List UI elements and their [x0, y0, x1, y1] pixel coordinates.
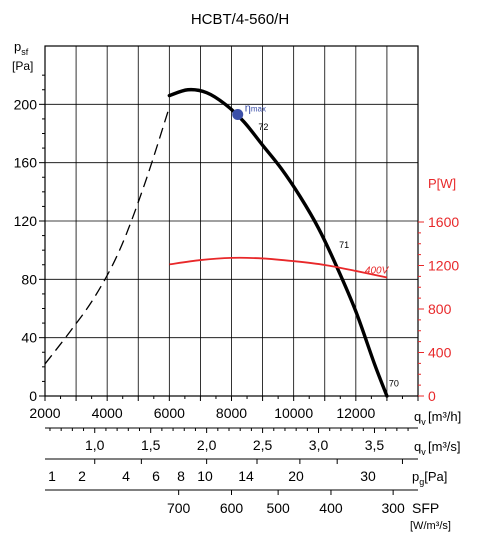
right-axis-tick-label: 800 — [428, 301, 452, 317]
left-axis-tick-label: 0 — [29, 388, 37, 404]
left-axis-tick-label: 120 — [14, 213, 38, 229]
m3s-axis-label: qv [m³/s] — [414, 439, 461, 457]
right-axis-tick-label: 400 — [428, 345, 452, 361]
pg-axis-tick-label: 20 — [288, 468, 304, 484]
left-axis-label: psf [Pa] — [12, 39, 33, 73]
left-axis-tick-label: 40 — [21, 330, 37, 346]
pg-axis-tick-label: 4 — [122, 468, 130, 484]
pg-axis-label-main: p — [412, 469, 419, 484]
svg-text:psf: psf — [14, 39, 29, 57]
left-axis-label-main: p — [14, 39, 21, 54]
m3s-axis-label-main: q — [414, 439, 421, 454]
x-axis-tick-label: 6000 — [154, 405, 185, 421]
pg-axis-tick-label: 10 — [197, 468, 213, 484]
m3s-axis-label-sub: v — [421, 447, 426, 457]
series-layer: 400V — [44, 87, 390, 398]
point-label: 72 — [258, 122, 268, 132]
pg-axis-tick-label: 14 — [238, 468, 254, 484]
pg-axis-label: pg[Pa] — [412, 469, 447, 487]
sfp-axis-tick-label: 300 — [381, 500, 405, 516]
sfp-axis-tick-label: 700 — [167, 500, 191, 516]
point-label: 71 — [339, 240, 349, 250]
left-axis-tick-label: 160 — [14, 155, 38, 171]
grid — [44, 45, 419, 397]
right-axis-ticks: 0 400 800 1200 1600 — [418, 214, 459, 404]
x-axis-tick-label: 2000 — [29, 405, 60, 421]
sfp-axis-unit: [W/m³/s] — [410, 520, 451, 532]
sfp-axis-tick-label: 600 — [220, 500, 244, 516]
left-axis-ticks: 0 40 80 120 160 200 — [14, 74, 45, 404]
x-axis-label: qv [m³/h] — [414, 409, 461, 427]
svg-text:qv: qv — [414, 409, 426, 427]
left-axis-tick-label: 200 — [14, 96, 38, 112]
efficiency-max-label: ηmax — [245, 103, 266, 115]
bottom-axes: 2000 4000 6000 8000 10000 12000 1,0 1,5 2,0 2,5 3,… — [29, 396, 419, 516]
marker-layer: ηmax 72 71 70 — [232, 103, 399, 389]
m3s-axis-tick-label: 3,0 — [309, 437, 329, 453]
m3s-axis-tick-label: 2,5 — [253, 437, 273, 453]
pg-axis-unit: [Pa] — [424, 469, 447, 484]
pg-axis-label-sub: g — [419, 477, 424, 487]
svg-text:pg[Pa]: pg[Pa] — [412, 469, 447, 487]
x-axis-tick-label: 8000 — [216, 405, 247, 421]
pg-axis-tick-label: 2 — [78, 468, 86, 484]
m3s-axis-tick-label: 2,0 — [197, 437, 217, 453]
svg-text:qv: qv — [414, 439, 426, 457]
pg-axis-tick-label: 1 — [48, 468, 56, 484]
left-axis-unit: [Pa] — [12, 59, 33, 73]
series-line-power — [169, 256, 388, 279]
right-axis-tick-label: 1200 — [428, 258, 459, 274]
x-axis-tick-label: 12000 — [336, 405, 375, 421]
m3s-axis-unit: [m³/s] — [428, 439, 461, 454]
chart-title: HCBT/4-560/H — [191, 11, 289, 28]
sfp-axis-tick-label: 500 — [266, 500, 290, 516]
m3s-axis-tick-label: 3,5 — [365, 437, 385, 453]
x-axis-tick-label: 10000 — [274, 405, 313, 421]
point-label: 70 — [389, 379, 399, 389]
right-axis-tick-label: 1600 — [428, 214, 459, 230]
x-axis-label-main: q — [414, 409, 421, 424]
efficiency-max-label-main: η — [245, 103, 251, 115]
efficiency-max-point — [232, 109, 244, 121]
sfp-axis-label: SFP — [412, 500, 439, 516]
x-axis-tick-label: 4000 — [92, 405, 123, 421]
series-label: 400V — [365, 265, 390, 276]
pg-axis-tick-label: 30 — [360, 468, 376, 484]
left-axis-tick-label: 80 — [21, 271, 37, 287]
x-axis-label-sub: v — [421, 417, 426, 427]
series-line-pressure-dashed — [44, 107, 170, 365]
left-axis-label-sub: sf — [21, 47, 29, 57]
sfp-axis-tick-label: 400 — [319, 500, 343, 516]
right-axis-tick-label: 0 — [428, 388, 436, 404]
series-line-pressure-solid — [167, 87, 389, 398]
right-axis-label: P[W] — [428, 176, 456, 191]
m3s-axis-tick-label: 1,0 — [85, 437, 105, 453]
pg-axis-tick-label: 8 — [177, 468, 185, 484]
m3s-axis-tick-label: 1,5 — [141, 437, 161, 453]
pg-axis-tick-label: 6 — [152, 468, 160, 484]
efficiency-max-label-sub: max — [251, 105, 266, 114]
x-axis-unit: [m³/h] — [428, 409, 461, 424]
